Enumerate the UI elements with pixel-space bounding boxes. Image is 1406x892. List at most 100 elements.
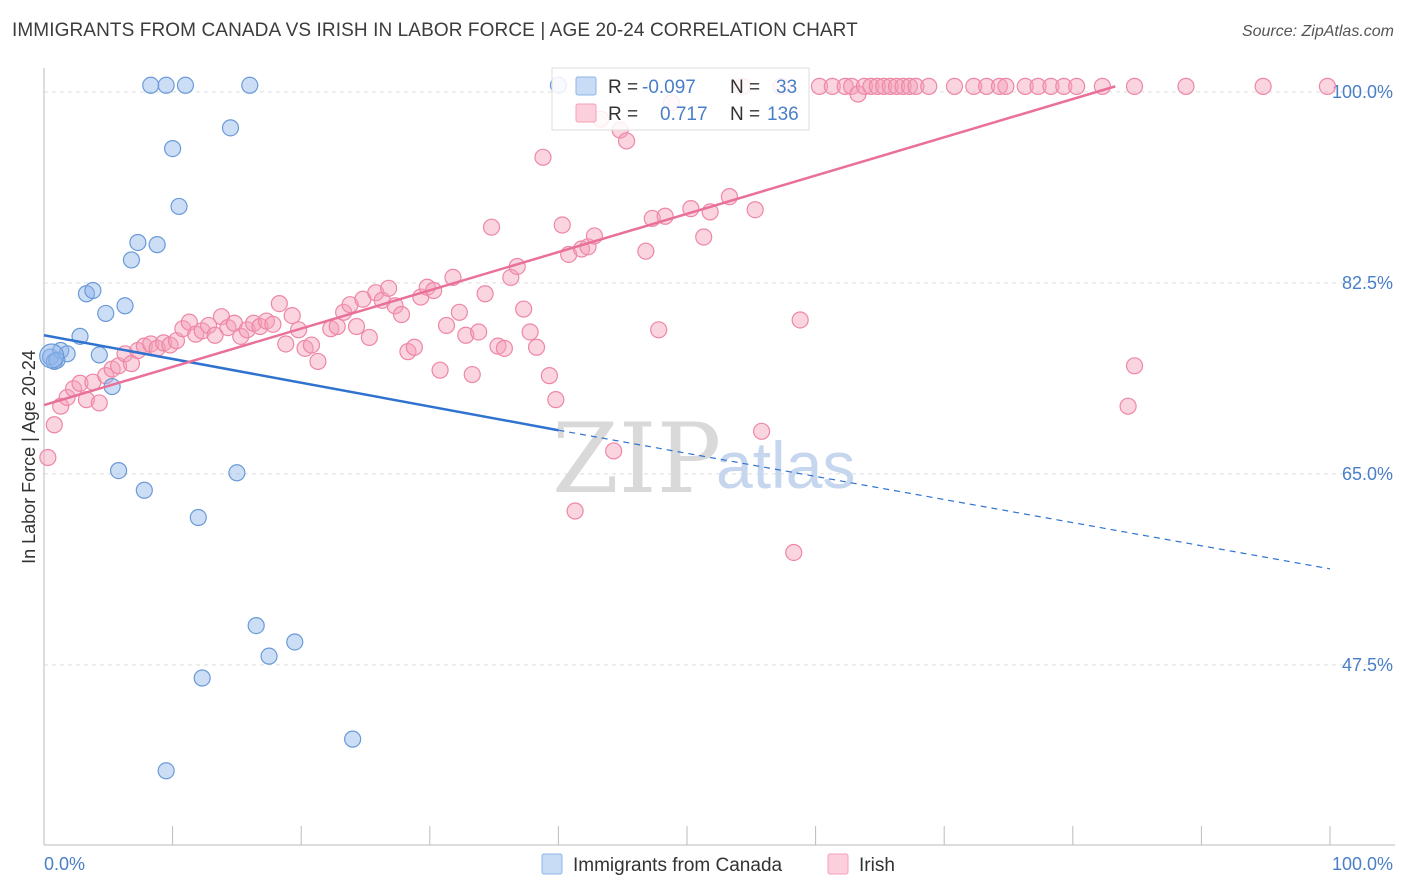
irish-point bbox=[482, 218, 501, 236]
irish-point bbox=[855, 77, 874, 95]
irish-point bbox=[206, 326, 224, 344]
irish-point bbox=[868, 77, 886, 95]
y-tick-label: 47.5% bbox=[1342, 655, 1393, 675]
irish-point bbox=[945, 77, 964, 95]
y-tick-labels: 100.0% 82.5% 65.0% 47.5% bbox=[1332, 82, 1393, 675]
irish-point bbox=[174, 320, 192, 338]
irish-point bbox=[1177, 77, 1195, 95]
irish-point bbox=[328, 317, 346, 336]
canada-point bbox=[176, 76, 195, 94]
trend-line-canada-extension bbox=[558, 429, 1331, 570]
irish-point bbox=[752, 422, 771, 440]
irish-point bbox=[341, 296, 359, 314]
axes bbox=[43, 68, 1395, 846]
irish-point bbox=[470, 323, 488, 341]
trend-line-canada bbox=[43, 334, 559, 432]
stats-swatch-irish bbox=[575, 103, 597, 123]
stats-n-value-irish: 136 bbox=[767, 104, 799, 125]
x-tick-label-min: 0.0% bbox=[44, 854, 85, 874]
irish-point bbox=[283, 306, 301, 325]
irish-point bbox=[515, 300, 533, 318]
irish-point bbox=[875, 77, 893, 95]
canada-point bbox=[260, 647, 278, 665]
irish-point bbox=[309, 352, 327, 371]
irish-point bbox=[1042, 77, 1060, 95]
irish-point bbox=[521, 323, 539, 341]
canada-point bbox=[148, 236, 166, 254]
y-axis-title: In Labor Force | Age 20-24 bbox=[19, 350, 39, 564]
stats-r-label-irish: R = bbox=[608, 104, 638, 125]
canada-point bbox=[90, 346, 108, 364]
irish-point bbox=[264, 315, 282, 333]
irish-point bbox=[90, 394, 108, 412]
canada-point bbox=[84, 281, 102, 300]
canada-point bbox=[344, 730, 362, 748]
stats-n-label-canada: N = bbox=[730, 77, 760, 98]
irish-point bbox=[990, 77, 1009, 95]
canada-point bbox=[228, 464, 246, 482]
irish-point bbox=[823, 77, 841, 95]
irish-point bbox=[437, 316, 456, 335]
trend-line-irish bbox=[43, 85, 1116, 407]
bottom-legend: Immigrants from Canada Irish bbox=[541, 853, 895, 876]
irish-point bbox=[553, 216, 571, 234]
irish-point bbox=[380, 279, 398, 297]
legend-label-canada: Immigrants from Canada bbox=[573, 855, 783, 876]
canada-point bbox=[247, 616, 265, 635]
irish-point bbox=[650, 321, 668, 339]
canada-point bbox=[164, 139, 182, 158]
irish-point bbox=[1119, 397, 1137, 415]
irish-point bbox=[489, 337, 507, 355]
stats-swatch-canada bbox=[575, 76, 597, 96]
canada-point bbox=[109, 461, 128, 480]
irish-point bbox=[347, 317, 366, 336]
irish-point bbox=[900, 77, 919, 95]
canada-point bbox=[116, 297, 134, 315]
irish-point bbox=[1016, 77, 1034, 95]
irish-point bbox=[566, 502, 584, 520]
irish-point bbox=[39, 448, 57, 467]
irish-point bbox=[791, 311, 809, 329]
stats-r-value-irish: 0.717 bbox=[660, 104, 708, 125]
irish-point bbox=[270, 294, 288, 313]
stats-r-value-canada: -0.097 bbox=[642, 77, 696, 98]
irish-point bbox=[836, 77, 854, 95]
canada-point bbox=[157, 76, 175, 94]
irish-point bbox=[617, 132, 636, 150]
irish-point bbox=[894, 77, 912, 95]
legend-label-irish: Irish bbox=[859, 855, 895, 876]
canada-point bbox=[170, 197, 188, 216]
canada-point bbox=[189, 508, 207, 527]
canada-point bbox=[241, 76, 259, 94]
irish-point bbox=[495, 339, 513, 357]
irish-point bbox=[978, 77, 996, 95]
irish-point bbox=[1318, 77, 1337, 95]
irish-point bbox=[997, 77, 1015, 95]
irish-point bbox=[907, 77, 925, 95]
irish-point bbox=[502, 268, 520, 286]
watermark-atlas: atlas bbox=[716, 428, 855, 502]
irish-point bbox=[888, 77, 906, 95]
irish-point bbox=[540, 367, 558, 385]
irish-point bbox=[1254, 77, 1272, 95]
stats-n-label-irish: N = bbox=[730, 104, 760, 125]
irish-point bbox=[463, 365, 481, 384]
irish-point bbox=[965, 77, 983, 95]
irish-point bbox=[232, 327, 250, 345]
canada-point bbox=[221, 119, 240, 137]
irish-point bbox=[547, 391, 565, 409]
irish-point bbox=[45, 416, 63, 434]
chart-title: IMMIGRANTS FROM CANADA VS IRISH IN LABOR… bbox=[12, 20, 858, 41]
irish-point bbox=[97, 367, 115, 385]
stats-r-label-canada: R = bbox=[608, 77, 638, 98]
irish-point bbox=[810, 77, 829, 95]
irish-point bbox=[431, 361, 449, 379]
irish-point bbox=[200, 316, 218, 335]
irish-point bbox=[405, 338, 423, 356]
x-tick-label-max: 100.0% bbox=[1332, 854, 1393, 874]
irish-point bbox=[457, 326, 475, 344]
irish-point bbox=[1068, 77, 1086, 95]
irish-point bbox=[238, 321, 256, 339]
irish-point bbox=[785, 543, 803, 562]
